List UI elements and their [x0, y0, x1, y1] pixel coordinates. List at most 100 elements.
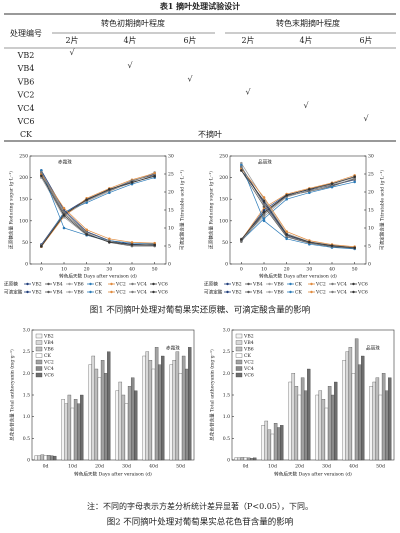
data-point [62, 214, 66, 217]
table-header: 转色初期摘叶程度 [101, 18, 165, 28]
legend-swatch [35, 359, 43, 365]
data-point [108, 191, 111, 195]
series-line [241, 166, 355, 249]
legend-marker [152, 290, 155, 294]
legend-label: CK [95, 282, 103, 288]
y-tick-label: 0 [27, 458, 30, 464]
legend-marker [47, 282, 50, 286]
data-point [153, 175, 156, 178]
bar [234, 457, 238, 461]
legend-label: CK [244, 353, 252, 359]
legend-label: VB6 [243, 347, 254, 353]
series-line [241, 170, 355, 249]
series-line [241, 175, 355, 241]
bar [67, 394, 72, 461]
bar [80, 394, 84, 461]
data-point [353, 180, 356, 184]
x-tick-label: 50d [376, 464, 385, 470]
bar [181, 355, 186, 461]
row-label: VB6 [17, 77, 35, 86]
legend-label: VC6 [157, 290, 168, 296]
y-tick-label: 15 [368, 208, 374, 214]
data-point [353, 246, 356, 250]
legend-swatch [235, 346, 243, 352]
legend-swatch [235, 372, 243, 378]
data-point [153, 241, 156, 245]
legend-marker [110, 290, 113, 294]
x-tick-label: 40 [129, 267, 135, 273]
series-line [241, 178, 355, 242]
check-mark: √ [303, 101, 309, 110]
y-tick-label: 1.0 [223, 414, 230, 420]
legend-swatch [35, 346, 43, 352]
x-tick-label: 10d [68, 464, 77, 470]
series-line [241, 176, 355, 240]
data-point [240, 169, 243, 172]
series-line [41, 173, 155, 247]
bar [324, 407, 329, 461]
data-point [85, 233, 88, 236]
legend-label: VB2 [31, 282, 42, 288]
y-axis-label: 还原糖含量 Reducing sugar (g·L⁻¹) [208, 171, 215, 249]
legend-label: VB6 [73, 290, 84, 296]
data-point [285, 237, 288, 241]
bar [303, 390, 308, 461]
series-line [241, 164, 355, 250]
bar [142, 355, 146, 461]
data-point [330, 244, 334, 247]
legend-label: VC4 [336, 290, 347, 296]
series-line [41, 174, 155, 246]
bar [330, 394, 335, 461]
legend-label: VB6 [43, 347, 54, 353]
legend-label: VB4 [52, 282, 63, 288]
x-tick-label: 20 [84, 267, 90, 273]
data-point [240, 238, 243, 241]
bar [94, 368, 99, 461]
legend-swatch [35, 366, 43, 371]
bar [161, 355, 165, 461]
legend-label: VB4 [252, 290, 263, 296]
data-point [262, 210, 266, 214]
legend-marker [47, 290, 50, 294]
series-line [41, 172, 155, 247]
bar [124, 403, 129, 461]
bar [334, 381, 338, 461]
legend-marker [331, 282, 334, 286]
legend-marker [131, 282, 134, 286]
row-note: 不摘叶 [198, 129, 222, 139]
legend-swatch [235, 359, 243, 365]
row-label: VC2 [17, 91, 35, 100]
check-mark: √ [187, 74, 193, 83]
bar [91, 355, 96, 461]
bar [381, 373, 386, 461]
table-subheader: 2片 [241, 35, 254, 45]
legend-group: 还原糖 [4, 281, 18, 288]
legend-marker [68, 290, 71, 294]
legend-label: VC2 [243, 360, 254, 366]
check-mark: √ [245, 88, 251, 97]
y-tick-label: 0 [168, 262, 171, 268]
y-tick-label: 2.0 [23, 371, 30, 377]
y-tick-label: 0 [225, 262, 228, 268]
legend-marker [268, 290, 271, 294]
y-tick-label: 2.0 [223, 371, 230, 377]
legend-label: VC2 [43, 360, 54, 366]
y-tick-label: 5 [168, 244, 171, 250]
bar [378, 394, 383, 461]
legend-label: VB4 [43, 340, 54, 346]
plot-frame [29, 155, 167, 265]
bar [61, 399, 65, 461]
data-point [153, 243, 156, 247]
bar [369, 386, 373, 461]
y-tick-label: 50 [222, 240, 228, 246]
legend-label: VC4 [136, 282, 147, 288]
data-point [308, 191, 311, 195]
legend-label: VC2 [315, 282, 326, 288]
legend-marker [152, 282, 155, 286]
row-label: VB4 [17, 64, 35, 73]
bar [134, 390, 138, 461]
data-point [285, 230, 288, 233]
x-tick-label: 0 [240, 267, 243, 273]
x-axis-label: 转色后天数 Days after veraison (d) [74, 471, 152, 478]
data-point [108, 187, 111, 191]
